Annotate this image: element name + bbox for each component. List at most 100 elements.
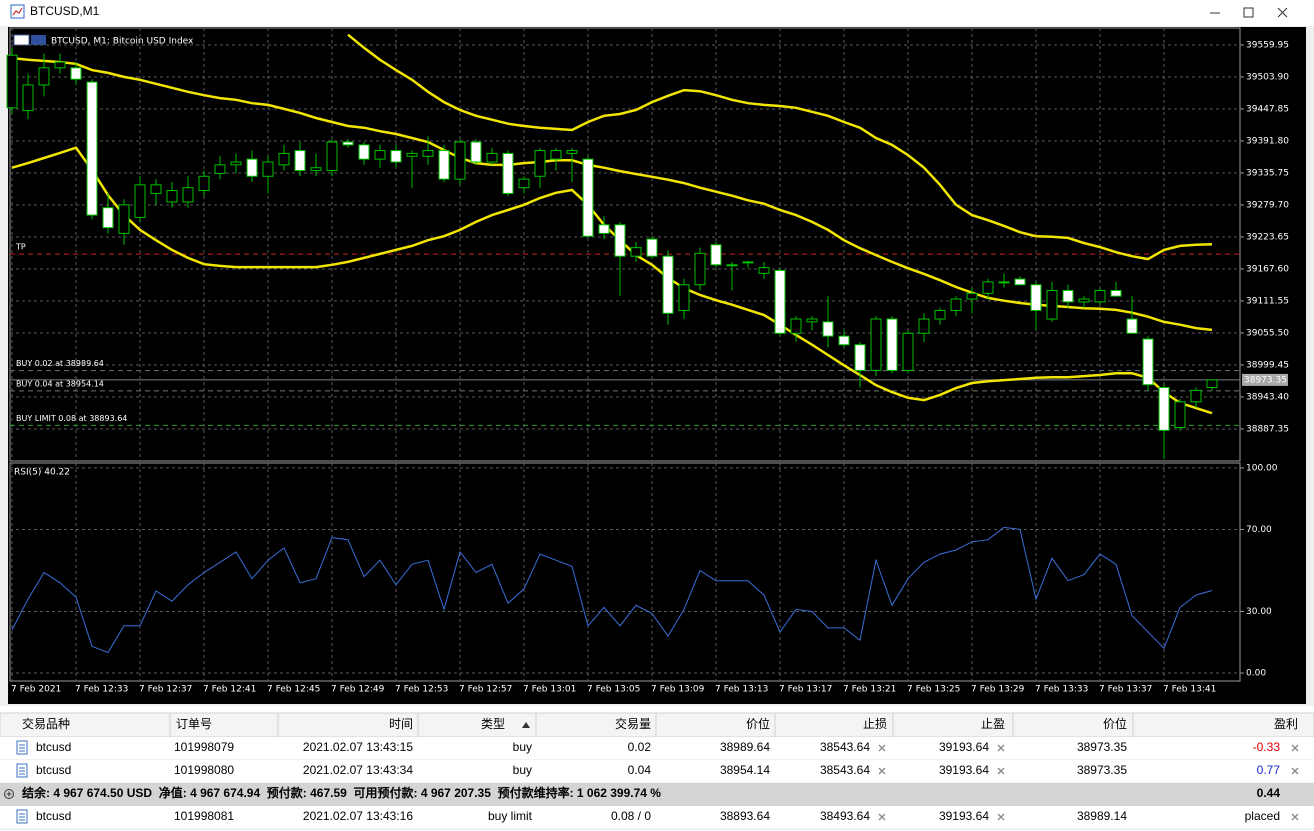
candle-body [966, 292, 978, 300]
candle-body [1030, 284, 1042, 311]
y-tick-label: 39447.85 [1246, 104, 1289, 114]
band-line [11, 146, 1213, 415]
y-tick-label: 39167.60 [1246, 264, 1289, 274]
row-icon-lines [19, 744, 25, 752]
close-order-button[interactable] [997, 767, 1005, 775]
order-cell: 0.02 [628, 740, 652, 754]
x-tick-label: 7 Feb 12:45 [267, 685, 320, 695]
candle-body [1190, 389, 1202, 403]
order-cell: 38543.64 [820, 763, 870, 777]
x-tick-label: 7 Feb 13:29 [971, 685, 1025, 695]
row-icon-lines [19, 767, 25, 775]
y-tick-label: 38887.35 [1246, 424, 1289, 434]
candle-body [1110, 289, 1122, 297]
column-header: 交易量 [615, 716, 651, 731]
last-price-box [1242, 373, 1288, 386]
column-header: 时间 [389, 717, 413, 731]
maximize-button[interactable] [1243, 7, 1254, 18]
y-tick-label: 39055.50 [1246, 328, 1289, 338]
candle-body [598, 224, 610, 234]
close-order-button[interactable] [1291, 767, 1299, 775]
candle-body [726, 264, 738, 267]
order-cell: 2021.02.07 13:43:16 [303, 809, 413, 823]
close-order-button[interactable] [878, 813, 886, 821]
order-cell: 39193.64 [939, 740, 989, 754]
candle-body [406, 152, 418, 157]
candle-body [806, 318, 818, 323]
sort-arrow[interactable] [522, 722, 530, 728]
candle-body [198, 175, 210, 192]
candle-body [678, 284, 690, 311]
candle-body [742, 261, 754, 264]
candle-body [22, 84, 34, 112]
order-cell: 2021.02.07 13:43:15 [303, 740, 413, 754]
candle-body [6, 54, 18, 109]
order-cell: btcusd [36, 763, 71, 777]
x-tick-label: 7 Feb 13:01 [523, 685, 576, 695]
candle-body [662, 255, 674, 314]
x-tick-label: 7 Feb 13:17 [779, 685, 832, 695]
order-cell: btcusd [36, 740, 71, 754]
candle-body [918, 318, 930, 334]
row-background [0, 737, 1314, 760]
candle-body [838, 335, 850, 346]
close-order-button[interactable] [1291, 744, 1299, 752]
price-panel-frame [9, 27, 1241, 462]
candle-body [614, 224, 626, 257]
candle-body [1094, 289, 1106, 303]
candle-body [166, 190, 178, 203]
candle-body [182, 187, 194, 203]
candle-body [310, 167, 322, 172]
order-cell: 38893.64 [720, 809, 770, 823]
x-tick-label: 7 Feb 12:53 [395, 685, 448, 695]
candle-body [1158, 387, 1170, 431]
symbol-flag [13, 34, 30, 46]
close-order-button[interactable] [878, 767, 886, 775]
candle-body [38, 67, 50, 86]
orders-table: 交易品种 订单号 时间 类型 交易量 价位 止损 止盈 价位 盈利 btcusd 101998079 2… [0, 706, 1314, 831]
account-summary: 结余: 4 967 674.50 USD 净值: 4 967 674.94 预付… [22, 785, 661, 800]
y-tick-label: 39223.65 [1246, 232, 1289, 242]
close-button[interactable] [1277, 7, 1288, 18]
candle-body [1126, 318, 1138, 334]
y-tick-label: 39391.80 [1246, 136, 1289, 146]
row-icon-lines [19, 813, 25, 821]
chart-background [8, 27, 1306, 704]
y-tick-label: 39111.55 [1246, 296, 1289, 306]
candle-body [214, 164, 226, 174]
candle-body [134, 184, 146, 218]
band-line [347, 33, 1213, 261]
candle-body [1174, 401, 1186, 428]
x-tick-label: 7 Feb 13:37 [1099, 685, 1152, 695]
y-tick-label: 39559.95 [1246, 40, 1289, 50]
order-row[interactable]: btcusd 101998081 2021.02.07 13:43:16 buy li… [0, 806, 1314, 830]
candle-body [1062, 289, 1074, 303]
candle-body [102, 207, 114, 229]
close-order-button[interactable] [1291, 813, 1299, 821]
order-row[interactable]: btcusd 101998079 2021.02.07 13:43:15 buy 0.0… [0, 737, 1314, 761]
y-tick-label: 30.00 [1246, 607, 1272, 617]
x-tick-label: 7 Feb 13:13 [715, 685, 768, 695]
close-order-button[interactable] [997, 813, 1005, 821]
close-order-button[interactable] [997, 744, 1005, 752]
candle-body [438, 150, 450, 180]
title-bar [0, 0, 1314, 26]
column-header: 订单号 [176, 717, 212, 731]
y-tick-label: 39503.90 [1246, 72, 1289, 82]
candle-body [710, 244, 722, 266]
order-cell: 0.04 [628, 763, 652, 777]
band-line [11, 56, 1213, 332]
order-row[interactable]: btcusd 101998080 2021.02.07 13:43:34 buy 0.0… [0, 760, 1314, 784]
order-cell: 38543.64 [820, 740, 870, 754]
chart-title: BTCUSD, M1: Bitcoin USD Index [51, 37, 194, 47]
candle-body [246, 158, 258, 177]
order-cell: 38989.14 [1077, 809, 1127, 823]
window-title: BTCUSD,M1 [30, 4, 100, 18]
candle-body [1014, 278, 1026, 286]
y-tick-label: 70.00 [1246, 525, 1272, 535]
order-level-label: BUY 0.02 at 38989.64 [16, 359, 104, 368]
y-tick-label: 38943.40 [1246, 392, 1289, 402]
close-order-button[interactable] [878, 744, 886, 752]
candle-body [454, 141, 466, 180]
x-tick-label: 7 Feb 12:49 [331, 685, 385, 695]
